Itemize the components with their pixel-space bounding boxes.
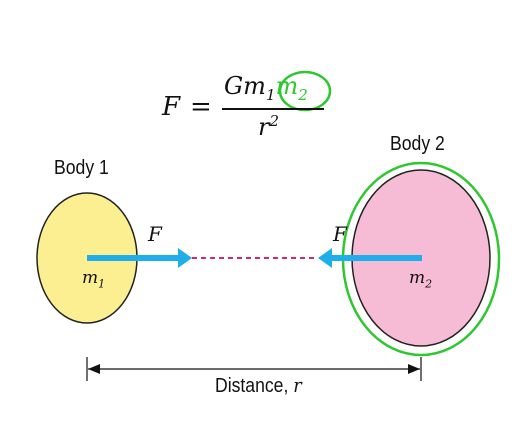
distance-label: Distance, r bbox=[215, 373, 302, 398]
mass-label-body-2: m2 bbox=[409, 268, 432, 290]
force-label-body-1: F bbox=[148, 222, 162, 246]
gravitation-formula: F = Gm1m2 r2 bbox=[160, 68, 350, 148]
formula-fraction-bar bbox=[222, 108, 324, 110]
formula-denominator: r2 bbox=[258, 112, 279, 141]
mass-label-body-1: m1 bbox=[82, 268, 105, 290]
mass-1-letter: m bbox=[82, 268, 99, 288]
force-label-body-2: F bbox=[333, 222, 347, 246]
distance-dimension bbox=[86, 357, 422, 381]
formula-force: F bbox=[162, 92, 181, 122]
formula-equals: = bbox=[190, 92, 212, 122]
mass-2-letter: m bbox=[409, 268, 426, 288]
force-arrow-body-1 bbox=[87, 248, 192, 268]
distance-symbol: r bbox=[293, 373, 302, 397]
formula-r: r bbox=[258, 113, 270, 141]
formula-m2-letter: m bbox=[275, 72, 299, 100]
mass-1-sub: 1 bbox=[98, 277, 106, 291]
force-arrow-body-2 bbox=[318, 248, 422, 268]
formula-r-exp: 2 bbox=[269, 112, 280, 130]
formula-m2-sub: 2 bbox=[298, 85, 308, 104]
formula-gm-sub: 1 bbox=[265, 85, 276, 104]
formula-highlight-circle bbox=[278, 70, 332, 112]
formula-gm: Gm bbox=[224, 72, 266, 100]
mass-2-sub: 2 bbox=[425, 277, 433, 291]
body-1-label: Body 1 bbox=[54, 157, 109, 179]
distance-text: Distance, bbox=[215, 375, 294, 397]
formula-m2: m2 bbox=[275, 72, 307, 104]
body-2-label: Body 2 bbox=[390, 133, 445, 155]
formula-numerator: Gm1m2 bbox=[224, 72, 308, 104]
